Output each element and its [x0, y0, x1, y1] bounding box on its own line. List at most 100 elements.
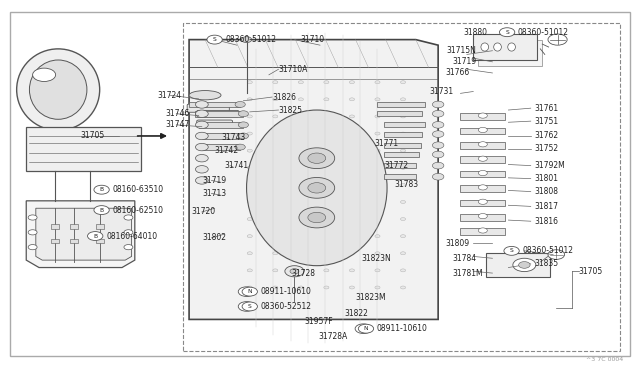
Text: 31728A: 31728A — [319, 331, 348, 341]
Circle shape — [324, 81, 329, 84]
Circle shape — [298, 218, 303, 221]
Circle shape — [88, 232, 103, 240]
Circle shape — [349, 98, 355, 101]
Circle shape — [195, 143, 208, 151]
Circle shape — [433, 101, 444, 108]
Ellipse shape — [17, 49, 100, 131]
Bar — [461, 128, 505, 134]
Circle shape — [238, 122, 248, 128]
Text: 31715N: 31715N — [447, 46, 476, 55]
Bar — [384, 152, 419, 157]
Circle shape — [478, 170, 487, 176]
Bar — [461, 214, 505, 221]
Circle shape — [285, 266, 304, 277]
Circle shape — [401, 201, 406, 203]
Text: 31823N: 31823N — [362, 254, 391, 263]
Text: 31809: 31809 — [446, 239, 470, 248]
Circle shape — [349, 166, 355, 169]
Circle shape — [478, 142, 487, 147]
Circle shape — [349, 132, 355, 135]
Text: 31710A: 31710A — [278, 65, 308, 74]
Circle shape — [401, 115, 406, 118]
Text: 08160-64010: 08160-64010 — [106, 231, 157, 241]
Bar — [96, 224, 104, 229]
Bar — [461, 157, 505, 163]
Circle shape — [28, 215, 37, 220]
Circle shape — [308, 212, 326, 223]
Circle shape — [349, 218, 355, 221]
Bar — [478, 39, 542, 65]
Text: S: S — [505, 30, 509, 35]
Text: 31710: 31710 — [301, 35, 325, 44]
Text: 31724: 31724 — [157, 91, 181, 100]
Circle shape — [478, 228, 487, 233]
Circle shape — [548, 34, 567, 45]
Circle shape — [241, 37, 252, 42]
Circle shape — [94, 206, 109, 215]
Bar — [461, 142, 505, 149]
Circle shape — [518, 262, 530, 268]
Circle shape — [478, 113, 487, 118]
Circle shape — [298, 81, 303, 84]
Bar — [189, 102, 240, 108]
Bar — [461, 171, 505, 177]
Text: 31835: 31835 — [534, 259, 559, 268]
Circle shape — [375, 115, 380, 118]
Bar — [384, 163, 416, 168]
Circle shape — [324, 218, 329, 221]
Circle shape — [247, 286, 252, 289]
Circle shape — [401, 269, 406, 272]
Text: 08360-51012: 08360-51012 — [518, 28, 569, 37]
Text: 08160-63510: 08160-63510 — [113, 185, 164, 194]
Text: S: S — [509, 248, 513, 253]
Circle shape — [478, 185, 487, 190]
Polygon shape — [26, 201, 135, 267]
Circle shape — [235, 102, 245, 108]
FancyBboxPatch shape — [196, 120, 232, 126]
Circle shape — [478, 214, 487, 219]
Circle shape — [299, 177, 335, 198]
Circle shape — [195, 132, 208, 140]
Circle shape — [375, 218, 380, 221]
Circle shape — [273, 235, 278, 238]
Bar — [195, 111, 243, 117]
Circle shape — [349, 183, 355, 186]
Circle shape — [298, 286, 303, 289]
Circle shape — [324, 166, 329, 169]
Circle shape — [349, 115, 355, 118]
FancyBboxPatch shape — [187, 104, 229, 112]
Circle shape — [433, 122, 444, 128]
Text: 31771: 31771 — [374, 139, 399, 148]
Circle shape — [375, 201, 380, 203]
Text: 08160-62510: 08160-62510 — [113, 206, 163, 215]
Circle shape — [238, 287, 255, 296]
Circle shape — [433, 131, 444, 137]
Circle shape — [349, 235, 355, 238]
Ellipse shape — [508, 43, 515, 51]
Bar — [486, 253, 550, 277]
Text: 08911-10610: 08911-10610 — [260, 287, 312, 296]
FancyBboxPatch shape — [196, 110, 239, 117]
Text: 31784: 31784 — [452, 254, 476, 263]
Circle shape — [355, 324, 372, 334]
Text: S: S — [248, 304, 252, 309]
Bar — [384, 132, 422, 137]
Bar — [384, 142, 421, 148]
Circle shape — [28, 230, 37, 235]
Circle shape — [195, 110, 208, 118]
Bar — [461, 228, 505, 235]
Circle shape — [195, 154, 208, 162]
Text: 31772: 31772 — [385, 161, 408, 170]
Circle shape — [433, 142, 444, 148]
Circle shape — [273, 183, 278, 186]
Circle shape — [433, 110, 444, 117]
Circle shape — [299, 207, 335, 228]
Bar — [461, 199, 505, 206]
Circle shape — [401, 166, 406, 169]
Circle shape — [324, 183, 329, 186]
Circle shape — [235, 144, 245, 150]
Text: 31719: 31719 — [202, 176, 227, 185]
Bar — [70, 224, 78, 229]
Circle shape — [349, 149, 355, 152]
Circle shape — [273, 201, 278, 203]
